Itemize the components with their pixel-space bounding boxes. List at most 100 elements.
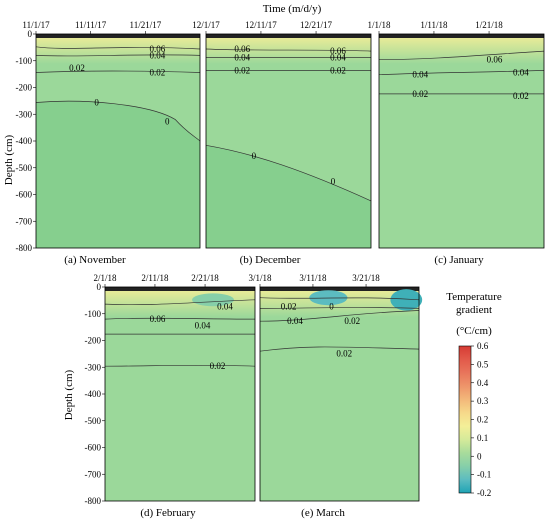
contour-label: 0 [252,151,257,161]
panel-caption: (a) November [64,254,126,266]
panel-february-cool-cell [192,293,234,307]
x-tick-label: 11/1/17 [22,20,50,30]
panel-caption: (e) March [301,507,345,519]
colorbar-tick-label: 0.5 [477,359,489,369]
x-tick-label: 2/21/18 [191,273,219,283]
y-tick-label: -400 [16,136,33,146]
colorbar-tick-label: 0.1 [477,433,488,443]
contour-label: 0.02 [513,91,529,101]
panel-march-field [260,287,419,501]
colorbar-tick-label: 0.4 [477,378,489,388]
panel-february-surface-layer [105,287,255,291]
y-tick-label: 0 [28,29,33,39]
panel-november-surface-layer [36,34,200,38]
contour-label: 0.02 [69,63,85,73]
colorbar-tick-label: 0.3 [477,396,489,406]
x-tick-label: 1/21/18 [475,20,503,30]
contour-label: 0.02 [234,65,250,75]
contour-line [35,70,201,73]
contour-label: 0.02 [281,301,297,311]
contour-line [378,70,545,76]
colorbar: Temperature gradient (°C/cm) 0.6 0.5 0.4 0.… [446,291,502,498]
panel-caption: (b) December [240,254,301,266]
x-tick-label: 2/11/18 [141,273,169,283]
contour-label: 0.02 [344,316,360,326]
colorbar-title-line-1: Temperature [446,291,502,303]
contour-label: 0.06 [234,44,250,54]
contour-line [378,50,545,61]
contour-label: 0 [165,117,170,127]
x-tick-label: 12/11/17 [245,20,277,30]
panel-january: 0.06 0.04 0.04 0.02 0.02 1/1/18 1/11/18 1/21/18… [367,20,545,266]
colorbar-title-line-3: (°C/cm) [456,325,492,337]
y-tick-label: 0 [97,282,102,292]
contour-label: 0.02 [336,348,352,358]
y-axis-title-bottom: Depth (cm) [63,369,75,420]
y-tick-label: -600 [85,443,102,453]
panel-december-frame [205,33,372,249]
x-tick-label: 12/1/17 [192,20,220,30]
panel-march-frame [259,286,420,502]
colorbar-title-line-2: gradient [456,304,492,316]
y-tick-label: -100 [85,309,102,319]
panel-january-frame [378,33,545,249]
colorbar-scale [458,345,472,494]
y-tick-label: -600 [16,190,33,200]
contour-line [259,346,420,352]
y-tick-label: -800 [85,496,102,506]
x-tick-label: 1/11/18 [420,20,448,30]
contour-label: 0.06 [150,314,166,324]
y-tick-label: -300 [85,362,102,372]
colorbar-tick-label: 0 [477,451,482,461]
x-tick-label: 12/21/17 [300,20,333,30]
panel-november-surface-band [36,34,200,64]
x-tick-label: 11/21/17 [130,20,162,30]
colorbar-tick-label: 0.2 [477,415,488,425]
contour-label: 0.04 [412,70,428,80]
contour-line [35,100,201,142]
x-tick-label: 1/1/18 [367,20,391,30]
y-tick-label: -500 [16,163,33,173]
y-tick-label: -500 [85,416,102,426]
colorbar-tick-label: 0.6 [477,341,489,351]
contour-line [259,307,420,309]
contour-line [35,54,201,57]
x-axis-title: Time (m/d/y) [263,3,322,15]
contour-label: 0.04 [149,50,165,60]
contour-label: 0.04 [217,301,233,311]
panel-january-surface-layer [379,34,544,38]
contour-label: 0.04 [234,53,250,63]
y-tick-label: -700 [85,469,102,479]
contour-label: 0.06 [330,46,346,56]
contour-line [205,144,372,202]
panel-caption: (c) January [434,254,484,266]
contour-line [259,310,420,322]
contour-line [205,48,372,52]
x-tick-label: 3/11/18 [299,273,327,283]
contour-label: 0.04 [195,321,211,331]
y-tick-label: -400 [85,389,102,399]
x-tick-label: 11/11/17 [75,20,107,30]
contour-line [104,317,256,320]
y-tick-label: -200 [16,83,33,93]
contour-label: 0.06 [149,44,165,54]
contour-label: 0 [329,301,334,311]
y-axis-title-top: Depth (cm) [3,134,15,185]
contour-label: 0.02 [149,68,165,78]
contour-label: 0.04 [287,316,303,326]
contour-line [104,299,256,306]
contour-label: 0.02 [210,361,226,371]
panel-february: 0.04 0.06 0.04 0.02 2/1/18 2/11/18 2/21/18 0 -10… [85,273,256,519]
x-tick-label: 3/21/18 [352,273,380,283]
panel-march-surface-layer [260,287,419,291]
contour-label: 0 [331,177,336,187]
contour-line [104,364,256,367]
x-tick-label: 2/1/18 [93,273,117,283]
panel-november-negative-region [36,101,200,249]
panel-december-negative-region [206,145,371,248]
y-tick-label: -200 [85,336,102,346]
contour-label: 0.02 [412,89,428,99]
